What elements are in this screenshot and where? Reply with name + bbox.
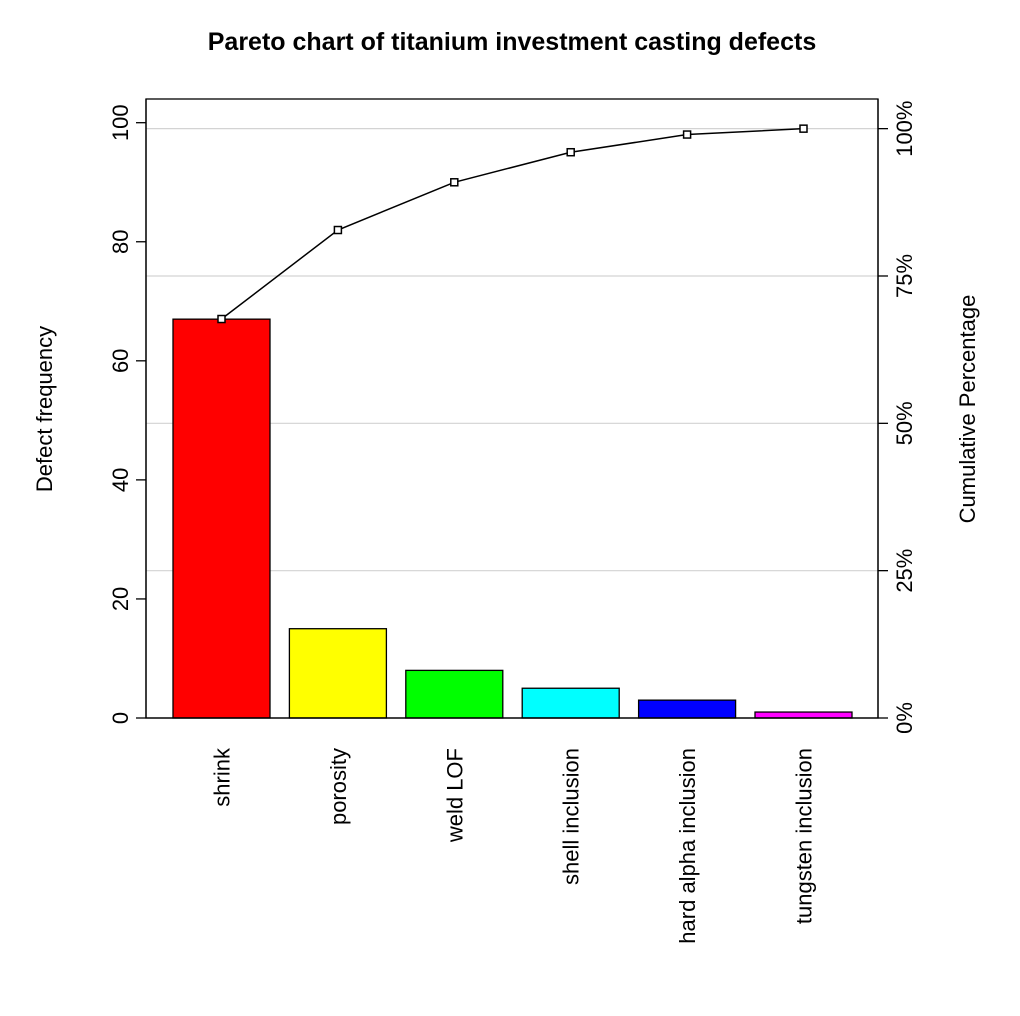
right-y-axis: 0% 25% 50% 75% 100% — [877, 99, 917, 734]
cumulative-line — [221, 127, 804, 320]
category-labels: shrink porosity weld LOF shell inclusion har… — [210, 747, 817, 944]
right-tick-label: 25% — [892, 549, 917, 593]
category-label: hard alpha inclusion — [675, 748, 700, 944]
cumulative-point-0 — [217, 314, 226, 324]
left-tick-label: 80 — [108, 230, 133, 254]
bars-layer — [146, 318, 878, 719]
bar-1 — [288, 628, 388, 719]
right-tick-label: 0% — [892, 702, 917, 734]
bar-3 — [521, 687, 620, 719]
chart-title: Pareto chart of titanium investment cast… — [208, 28, 816, 56]
left-tick-label: 60 — [108, 349, 133, 373]
category-label: weld LOF — [442, 748, 467, 843]
secondary-y-axis-title: Cumulative Percentage — [955, 295, 980, 524]
bar-2 — [405, 669, 504, 719]
category-label: shell inclusion — [559, 748, 584, 885]
left-tick-label: 40 — [108, 468, 133, 492]
cumulative-point-3 — [566, 147, 575, 157]
cumulative-point-1 — [333, 225, 343, 235]
left-tick-label: 20 — [108, 587, 133, 611]
right-tick-label: 50% — [892, 401, 917, 445]
left-y-axis: 0 20 40 60 80 100 — [108, 99, 147, 724]
category-label: shrink — [210, 747, 235, 807]
y-axis-title: Defect frequency — [32, 326, 57, 492]
cumulative-line-layer — [217, 124, 808, 324]
right-tick-label: 75% — [892, 254, 917, 298]
category-label: porosity — [326, 748, 351, 825]
cumulative-point-2 — [450, 178, 459, 187]
cumulative-point-4 — [682, 130, 692, 139]
bar-4 — [637, 699, 737, 719]
left-tick-label: 0 — [108, 712, 133, 724]
cumulative-point-5 — [799, 124, 808, 133]
category-label: tungsten inclusion — [792, 748, 817, 924]
bar-0 — [172, 318, 271, 719]
left-tick-label: 100 — [108, 104, 133, 141]
right-tick-label: 100% — [892, 101, 917, 157]
bar-5 — [754, 711, 853, 719]
